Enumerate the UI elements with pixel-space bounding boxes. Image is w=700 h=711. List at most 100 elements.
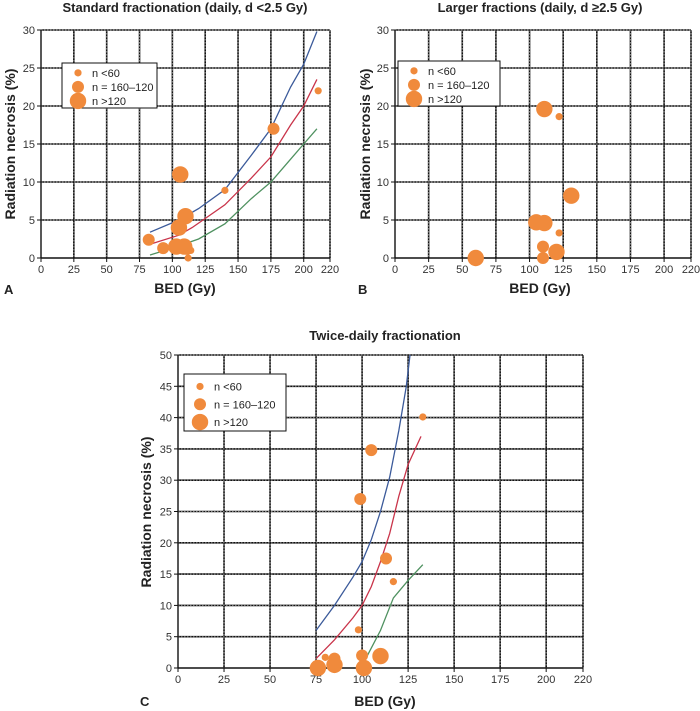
legend-label: n >120 xyxy=(214,417,248,429)
legend: n <60 n = 160–120 n >120 xyxy=(183,373,287,432)
data-point-small xyxy=(187,246,195,254)
x-tick-label: 220 xyxy=(321,264,339,276)
legend-marker-medium xyxy=(408,78,420,91)
legend-marker-small xyxy=(196,382,204,391)
legend-marker-small xyxy=(410,67,418,75)
x-tick-label: 200 xyxy=(655,264,673,276)
y-tick-label: 0 xyxy=(383,253,389,265)
data-point-medium xyxy=(365,444,378,457)
x-tick-label: 200 xyxy=(295,264,313,276)
y-tick-label: 50 xyxy=(160,350,172,362)
x-tick-label: 150 xyxy=(588,264,606,276)
x-tick-label: 175 xyxy=(621,264,639,276)
x-tick-label: 175 xyxy=(491,674,509,686)
x-tick-label: 100 xyxy=(520,264,538,276)
data-point-large xyxy=(467,249,484,267)
legend-label: n >120 xyxy=(428,94,462,106)
y-tick-label: 20 xyxy=(160,538,172,550)
x-tick-label: 75 xyxy=(310,674,322,686)
y-tick-label: 5 xyxy=(383,215,389,227)
legend-marker-medium xyxy=(194,398,206,411)
data-point-large xyxy=(372,647,389,665)
x-tick-label: 125 xyxy=(196,264,214,276)
data-point-large xyxy=(536,100,553,118)
legend-label: n <60 xyxy=(92,68,120,80)
x-tick-label: 220 xyxy=(682,264,700,276)
curve-upper xyxy=(315,354,411,631)
y-tick-label: 10 xyxy=(23,177,35,189)
data-point-small xyxy=(555,229,563,237)
data-point-small xyxy=(314,87,322,95)
y-tick-label: 20 xyxy=(377,101,389,113)
data-point-medium xyxy=(157,242,170,255)
chart-panel-a: Standard fractionation (daily, d <2.5 Gy… xyxy=(2,0,339,297)
x-tick-label: 200 xyxy=(537,674,555,686)
legend-label: n = 160–120 xyxy=(214,399,275,411)
x-tick-label: 125 xyxy=(554,264,572,276)
legend-marker-large xyxy=(69,92,87,110)
x-tick-label: 100 xyxy=(163,264,181,276)
y-tick-label: 0 xyxy=(166,663,172,675)
data-point-large xyxy=(172,166,189,183)
y-tick-label: 5 xyxy=(29,215,35,227)
chart-title: Twice-daily fractionation xyxy=(309,328,461,343)
y-tick-label: 15 xyxy=(377,139,389,151)
chart-title: Larger fractions (daily, d ≥2.5 Gy) xyxy=(438,0,643,15)
x-axis-label: BED (Gy) xyxy=(509,280,570,296)
y-axis-label: Radiation necrosis (%) xyxy=(357,69,373,220)
legend-marker-large xyxy=(405,90,423,108)
data-point-medium xyxy=(267,122,280,135)
data-point-small xyxy=(354,626,363,634)
y-tick-label: 35 xyxy=(160,444,172,456)
y-tick-label: 20 xyxy=(23,101,35,113)
x-tick-label: 25 xyxy=(68,264,80,276)
x-axis-label: BED (Gy) xyxy=(354,693,415,709)
y-tick-label: 30 xyxy=(160,475,172,487)
data-point-medium xyxy=(356,649,369,662)
curve-middle xyxy=(315,436,422,660)
y-tick-label: 0 xyxy=(29,253,35,265)
x-tick-label: 50 xyxy=(456,264,468,276)
data-point-small xyxy=(555,113,563,121)
x-tick-label: 50 xyxy=(101,264,113,276)
data-point-medium xyxy=(537,252,549,264)
data-point-large xyxy=(309,659,327,677)
x-tick-label: 0 xyxy=(392,264,398,276)
x-tick-label: 75 xyxy=(133,264,145,276)
x-axis-label: BED (Gy) xyxy=(154,280,215,296)
data-point-small xyxy=(389,578,397,586)
data-point-small xyxy=(419,413,427,421)
curve-upper xyxy=(149,31,318,233)
y-tick-label: 10 xyxy=(160,600,172,612)
legend-marker-small xyxy=(74,69,82,77)
grid xyxy=(174,354,584,672)
x-tick-label: 175 xyxy=(262,264,280,276)
y-tick-label: 15 xyxy=(23,139,35,151)
legend-marker-large xyxy=(191,413,209,431)
panel-label: A xyxy=(4,282,14,297)
data-point-large xyxy=(536,214,553,232)
curve-lower xyxy=(365,564,424,659)
x-tick-label: 50 xyxy=(264,674,276,686)
y-tick-label: 40 xyxy=(160,413,172,425)
legend-label: n <60 xyxy=(428,66,456,78)
y-tick-label: 10 xyxy=(377,177,389,189)
legend-label: n = 160–120 xyxy=(92,82,153,94)
legend: n <60 n = 160–120 n >120 xyxy=(61,62,158,110)
panel-label: B xyxy=(358,282,367,297)
chart-panel-b: Larger fractions (daily, d ≥2.5 Gy) BED … xyxy=(357,0,700,297)
y-axis-label: Radiation necrosis (%) xyxy=(2,69,18,220)
x-tick-label: 0 xyxy=(38,264,44,276)
legend: n <60 n = 160–120 n >120 xyxy=(397,60,501,108)
data-point-medium xyxy=(537,240,549,253)
legend-marker-medium xyxy=(72,80,84,93)
y-tick-label: 45 xyxy=(160,381,172,393)
y-tick-label: 30 xyxy=(377,25,389,37)
x-tick-label: 150 xyxy=(229,264,247,276)
x-tick-label: 100 xyxy=(353,674,371,686)
panel-label: C xyxy=(140,694,150,709)
y-tick-label: 30 xyxy=(23,25,35,37)
chart-title: Standard fractionation (daily, d <2.5 Gy… xyxy=(62,0,307,15)
grid xyxy=(37,29,331,262)
